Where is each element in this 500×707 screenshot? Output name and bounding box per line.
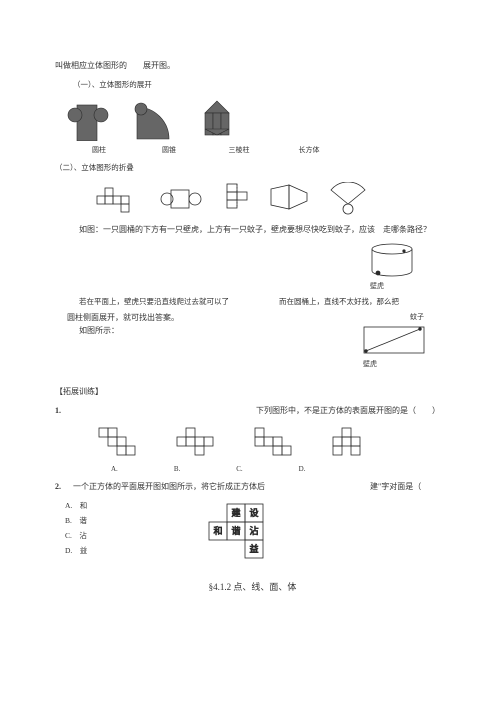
q2-opt-a: A. 和 — [65, 500, 87, 512]
label-prism: 三棱柱 — [219, 145, 259, 156]
net-1 — [95, 184, 145, 214]
story-p2b: 而在圆桶上，直线不太好找，那么把 — [279, 296, 450, 308]
net-2 — [159, 184, 205, 214]
svg-text:谐: 谐 — [232, 526, 241, 536]
story-p4: 如图所示： — [79, 325, 330, 338]
q2-options: A. 和 B. 谐 C. 沾 D. 益 — [65, 500, 87, 557]
label-cone: 圆锥 — [149, 145, 189, 156]
label-cylinder: 圆柱 — [79, 145, 119, 156]
q1-num: 1. — [55, 405, 67, 418]
training-title: 【拓展训练】 — [55, 386, 450, 399]
shapes-row — [65, 97, 450, 141]
svg-text:和: 和 — [214, 526, 223, 536]
q1-opt-a — [95, 424, 145, 460]
q2-num: 2. — [55, 481, 67, 494]
shape-cuboid-figure — [257, 99, 293, 141]
q1-label-b: B. — [174, 464, 180, 475]
story-p2a: 若在平面上，壁虎只要沿直线爬过去就可以了 — [79, 296, 269, 308]
net-5 — [325, 182, 371, 216]
shape-cylinder-figure — [65, 99, 113, 141]
mosquito-label: 蚊子 — [410, 312, 424, 323]
label-cuboid: 长方体 — [289, 145, 329, 156]
net-3 — [219, 182, 253, 216]
q2-opt-d: D. 益 — [65, 545, 87, 557]
svg-text:设: 设 — [250, 508, 259, 518]
unrolled-cylinder — [360, 323, 430, 359]
gecko-label: 壁虎 — [370, 281, 384, 292]
nets-row — [95, 182, 450, 216]
q2-opt-c: C. 沾 — [65, 530, 87, 542]
story-p3: 圆柱侧面展开，就可找出答案。 — [67, 312, 330, 325]
svg-text:沾: 沾 — [250, 525, 259, 536]
net-4 — [267, 183, 311, 215]
q1-opt-c — [251, 424, 301, 460]
q1-label-d: D. — [299, 464, 306, 475]
q1-label-a: A. — [111, 464, 118, 475]
svg-text:建: 建 — [232, 507, 241, 518]
gecko-label-2: 壁虎 — [363, 359, 377, 370]
q2-tail: 建"字对面是（ — [370, 481, 450, 494]
q2-text: 一个正方体的平面展开图如图所示，将它折成正方体后 — [73, 481, 364, 494]
q2-cube-net: 建 设 和 谐 沾 益 — [187, 500, 273, 566]
story-p1: 如图：一只圆桶的下方有一只壁虎，上方有一只蚊子，壁虎要想尽快吃到蚊子，应该 走哪… — [79, 224, 450, 237]
intro-text: 叫做相应立体图形的 展开图。 — [55, 60, 450, 73]
section-footer: §4.1.2 点、线、面、体 — [55, 580, 450, 594]
part1-title: （一）、立体图形的展开 — [73, 79, 450, 91]
q1-opt-b — [173, 424, 223, 460]
shape-cone-figure — [131, 99, 177, 141]
q1-option-labels: A. B. C. D. — [111, 464, 450, 475]
cylinder-drawing — [364, 241, 420, 281]
q2-opt-b: B. 谐 — [65, 515, 87, 527]
q1-text: 下列图形中，不是正方体的表面展开图的是（ ） — [73, 405, 440, 418]
svg-text:益: 益 — [250, 543, 259, 554]
q1-options — [95, 424, 450, 460]
shape-prism-figure — [195, 97, 239, 141]
q1-opt-d — [329, 424, 369, 460]
shape-labels: 圆柱 圆锥 三棱柱 长方体 — [79, 145, 450, 156]
q1-label-c: C. — [236, 464, 242, 475]
part2-title: （二）、立体图形的折叠 — [55, 162, 450, 174]
